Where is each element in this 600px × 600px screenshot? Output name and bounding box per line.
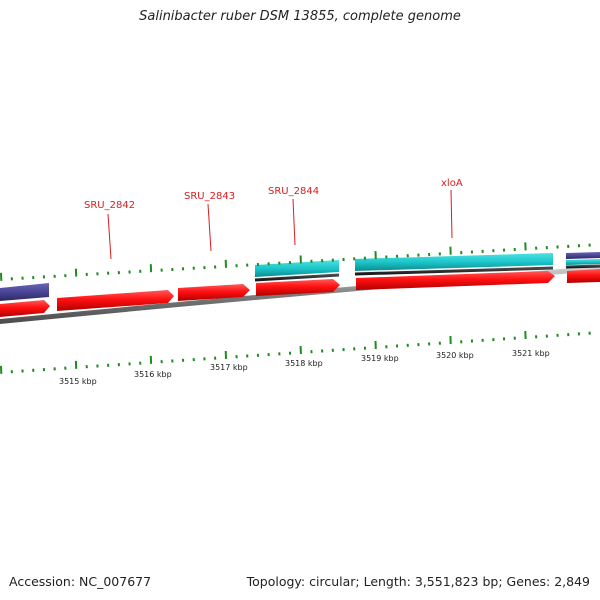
gene-leader-line (107, 213, 112, 260)
feature-block-cyan (255, 260, 339, 277)
gene-label: SRU_2842 (84, 200, 135, 211)
kbp-scale: 3515 kbp 3516 kbp 3517 kbp 3518 kbp 3519… (59, 349, 550, 386)
gene-leader-line (207, 203, 212, 252)
cds-arrow (567, 269, 600, 283)
gene-label: SRU_2843 (184, 191, 235, 202)
kbp-label: 3516 kbp (134, 370, 172, 379)
map-title: Salinibacter ruber DSM 13855, complete g… (139, 9, 461, 24)
feature-block-purple (0, 283, 49, 301)
accession-text: Accession: NC_007677 (9, 574, 152, 589)
gene-label: SRU_2844 (268, 186, 319, 197)
kbp-label: 3518 kbp (285, 359, 323, 368)
feature-block-cyan (566, 259, 600, 265)
gene-label: xloA (441, 178, 463, 189)
feature-underline (254, 273, 340, 282)
cds-track (0, 269, 600, 317)
inner-tick-row (0, 330, 591, 374)
cds-arrow (356, 271, 555, 290)
feature-underline (354, 266, 554, 276)
kbp-label: 3520 kbp (436, 351, 474, 360)
kbp-label: 3521 kbp (512, 349, 550, 358)
cds-arrow (256, 279, 340, 296)
outer-tick-row (0, 242, 591, 281)
feature-block-purple (566, 252, 600, 259)
cds-arrow (57, 290, 174, 311)
kbp-label: 3517 kbp (210, 363, 248, 372)
gene-leader-line (450, 189, 453, 239)
cds-arrow (178, 284, 250, 301)
gene-labels: SRU_2842 SRU_2843 SRU_2844 xloA (84, 178, 463, 260)
feature-underline (565, 264, 600, 269)
kbp-label: 3515 kbp (59, 377, 97, 386)
gene-leader-line (292, 198, 296, 246)
feature-block-cyan (355, 253, 553, 271)
cds-arrow (0, 300, 50, 317)
feature-track (0, 252, 600, 301)
kbp-label: 3519 kbp (361, 354, 399, 363)
topology-text: Topology: circular; Length: 3,551,823 bp… (246, 574, 590, 589)
